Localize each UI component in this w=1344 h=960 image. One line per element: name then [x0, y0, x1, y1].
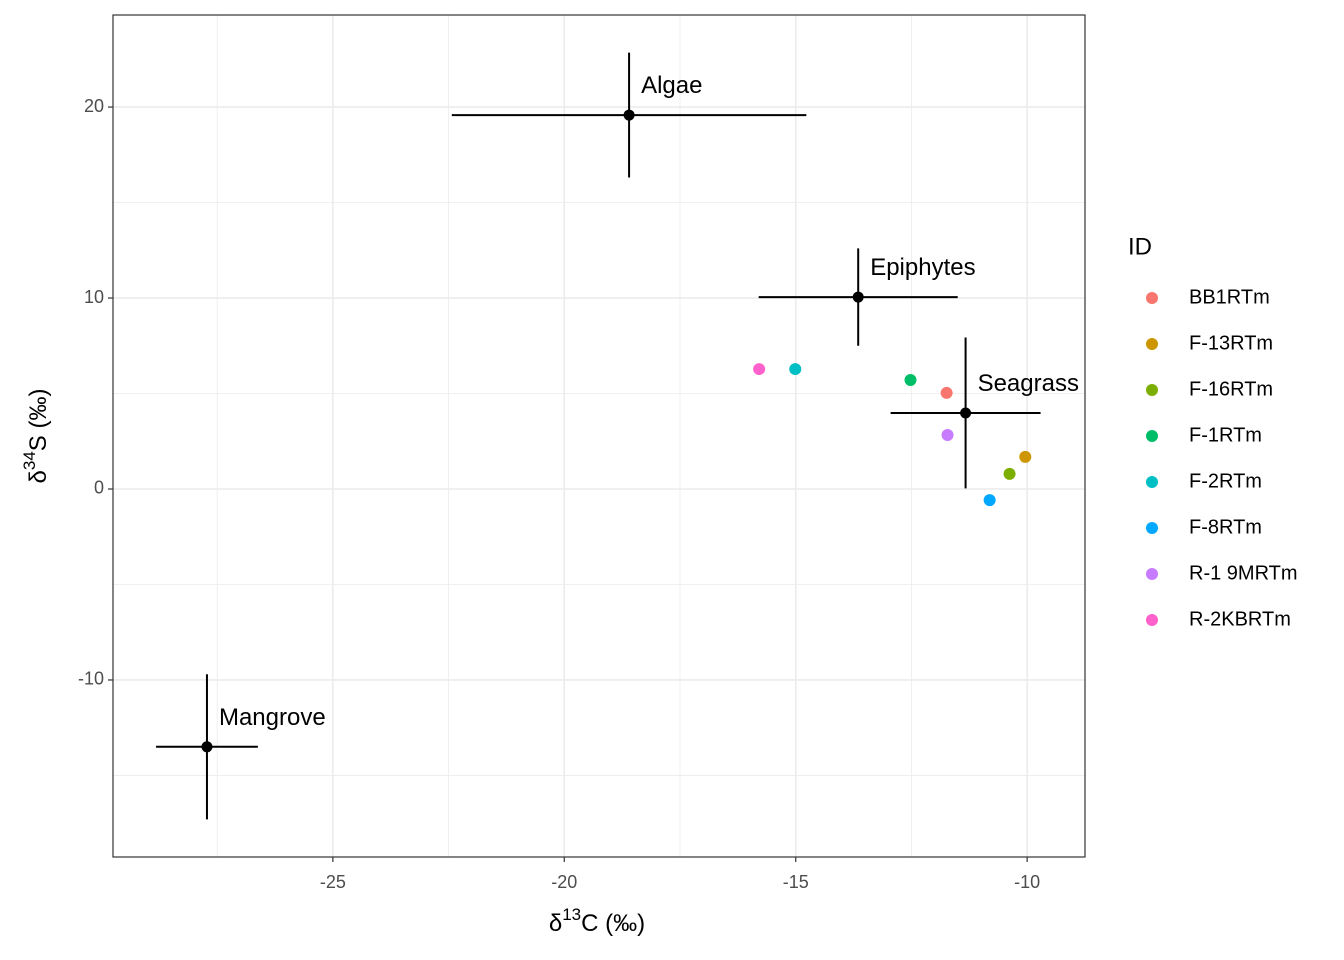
panel-border — [112, 14, 1086, 858]
legend-label: F-1RTm — [1189, 424, 1262, 446]
y-tick-label: -10 — [78, 669, 104, 689]
data-point — [940, 386, 953, 399]
grid — [113, 15, 1085, 857]
x-axis-title: δ13C (‰) — [549, 905, 645, 937]
source-point — [201, 741, 213, 753]
data-point — [753, 363, 766, 376]
source-label: Algae — [641, 72, 702, 99]
legend-key — [1146, 522, 1158, 534]
legend-key — [1146, 384, 1158, 396]
legend-label: R-2KBRTm — [1189, 608, 1291, 630]
source-label: Seagrass — [978, 370, 1079, 397]
data-point — [1003, 467, 1016, 480]
plot-area: Algae Epiphytes Seagrass Mangrove — [156, 52, 1079, 820]
y-tick-label: 10 — [84, 287, 104, 307]
legend-key — [1146, 292, 1158, 304]
legend-title: ID — [1128, 233, 1152, 260]
y-tick-label: 0 — [94, 478, 104, 498]
legend-key — [1146, 476, 1158, 488]
data-point — [789, 363, 802, 376]
legend-label: R-1 9MRTm — [1189, 562, 1298, 584]
legend-key — [1146, 614, 1158, 626]
source-label: Epiphytes — [870, 254, 975, 281]
x-tick-label: -20 — [551, 872, 577, 892]
x-tick-label: -25 — [320, 872, 346, 892]
legend-label: F-2RTm — [1189, 470, 1262, 492]
legend-label: F-16RTm — [1189, 378, 1273, 400]
legend-label: F-13RTm — [1189, 332, 1273, 354]
data-point — [983, 494, 996, 507]
data-point — [1019, 450, 1032, 463]
data-point — [904, 373, 917, 386]
legend-key — [1146, 430, 1158, 442]
x-tick-label: -15 — [783, 872, 809, 892]
y-tick-label: 20 — [84, 96, 104, 116]
legend-key — [1146, 568, 1158, 580]
source-point — [852, 291, 864, 303]
x-tick-label: -10 — [1014, 872, 1040, 892]
y-axis-title: δ34S (‰) — [20, 389, 52, 484]
data-point — [941, 428, 954, 441]
legend-label: BB1RTm — [1189, 286, 1270, 308]
source-point — [960, 407, 972, 419]
source-point — [623, 109, 635, 121]
legend-key — [1146, 338, 1158, 350]
source-label: Mangrove — [219, 704, 326, 731]
legend-label: F-8RTm — [1189, 516, 1262, 538]
